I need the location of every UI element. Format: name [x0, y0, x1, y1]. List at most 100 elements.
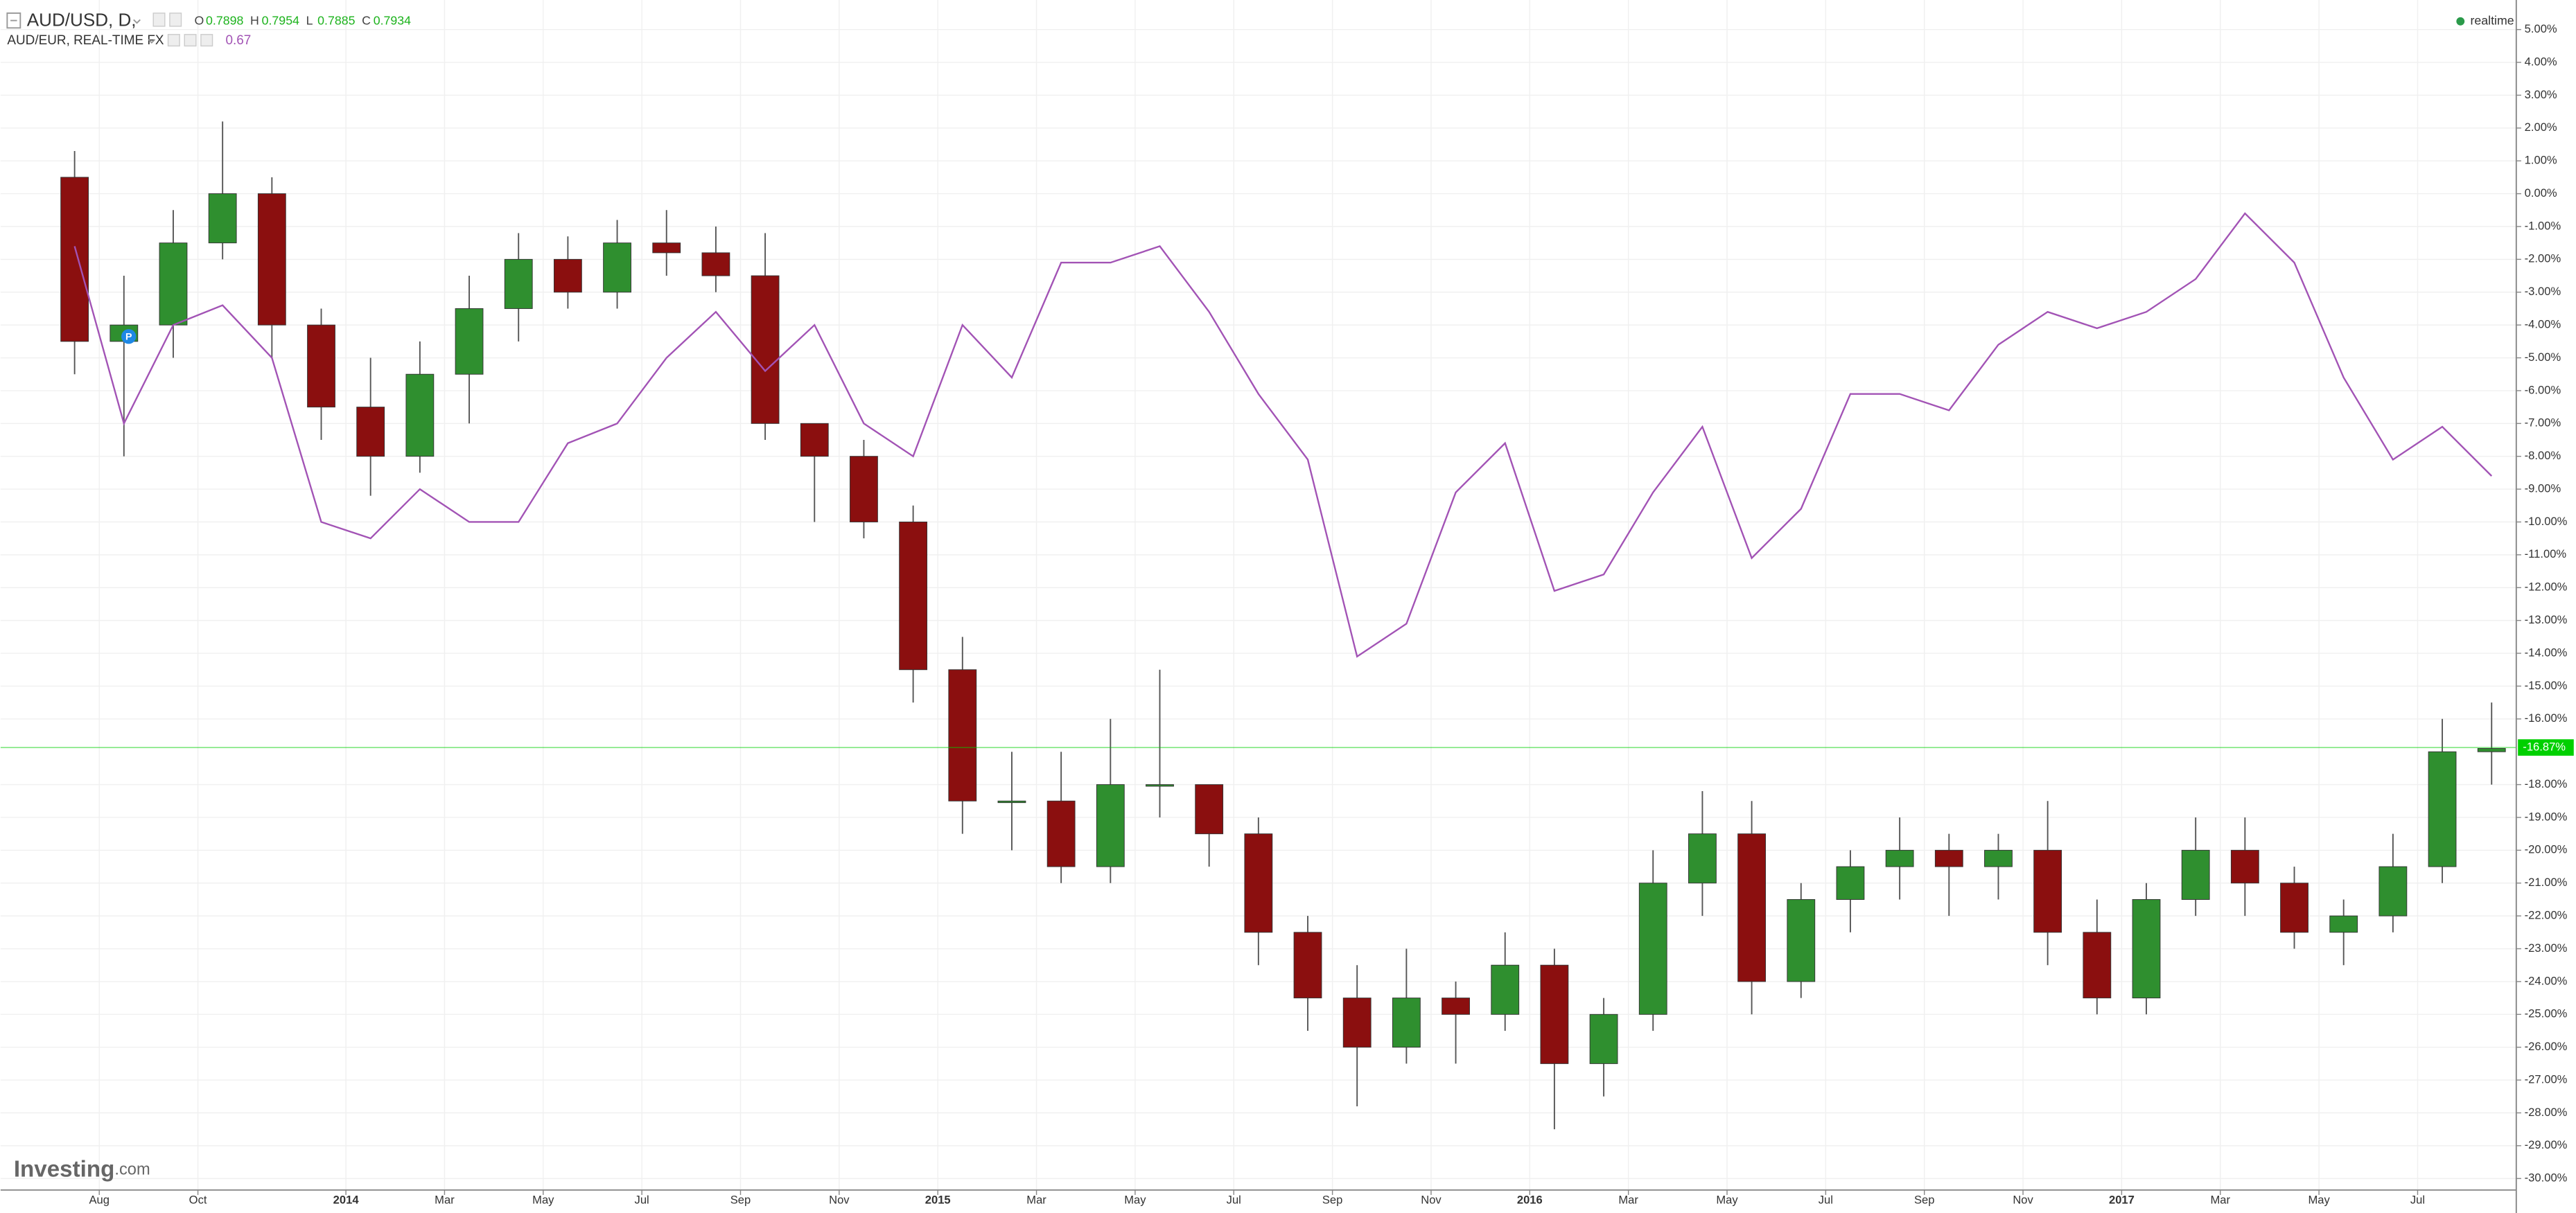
x-tick-label: Sep	[1322, 1194, 1343, 1207]
candle-body	[553, 258, 582, 293]
x-tick-label: Mar	[435, 1194, 455, 1207]
y-tick-label: -11.00%	[2525, 547, 2567, 560]
candle-body	[405, 373, 435, 457]
settings-icon[interactable]	[152, 12, 166, 27]
y-tick-label: -5.00%	[2525, 351, 2561, 364]
compare-value: 0.67	[225, 33, 251, 48]
status-dot	[2456, 17, 2465, 26]
dropdown-arrow[interactable]	[133, 19, 141, 24]
candle-body	[1195, 784, 1224, 835]
y-tick-label: -24.00%	[2525, 974, 2568, 987]
candle-body	[2428, 751, 2457, 867]
collapse-icon[interactable]	[6, 12, 21, 29]
ohlc-value: 0.7954	[262, 13, 299, 27]
candle-body	[1836, 866, 1865, 900]
candle-body	[1934, 849, 1963, 867]
candle-body	[1984, 849, 2013, 867]
y-tick-label: -30.00%	[2525, 1171, 2568, 1185]
candle-body	[603, 242, 631, 293]
candle-body	[2378, 866, 2408, 917]
x-tick-label: May	[532, 1194, 554, 1207]
settings-icon[interactable]	[167, 34, 180, 47]
candle-body	[997, 800, 1026, 804]
y-tick-label: -23.00%	[2525, 941, 2568, 955]
last-price-label: -16.87%	[2523, 740, 2566, 753]
x-tick-label: 2014	[333, 1194, 360, 1207]
hide-icon[interactable]	[169, 12, 182, 27]
y-tick-label: -25.00%	[2525, 1007, 2568, 1020]
x-tick-label: Jul	[635, 1194, 649, 1207]
watermark-suffix: .com	[114, 1161, 150, 1179]
compare-symbol: AUD/EUR, REAL-TIME FX	[7, 33, 164, 48]
event-marker-label: P	[125, 332, 132, 343]
y-tick-label: -29.00%	[2525, 1138, 2568, 1151]
compare-line	[73, 212, 2493, 658]
y-tick-label: -21.00%	[2525, 876, 2568, 889]
x-tick-label: Mar	[1618, 1194, 1638, 1207]
y-tick-label: 0.00%	[2525, 186, 2557, 200]
ohlc-label: O	[194, 13, 204, 27]
y-tick-label: -27.00%	[2525, 1072, 2568, 1086]
x-tick-label: Nov	[2013, 1194, 2033, 1207]
status: realtime	[2470, 13, 2514, 27]
y-tick-label: -20.00%	[2525, 843, 2568, 856]
y-tick-label: -19.00%	[2525, 810, 2568, 823]
candle-body	[356, 407, 385, 457]
watermark: Investing.com	[14, 1156, 150, 1182]
candle-body	[1046, 800, 1076, 867]
candle-body	[751, 275, 780, 424]
candle-body	[899, 522, 928, 671]
candle-body	[208, 193, 237, 244]
ohlc-value: 0.7934	[374, 13, 411, 27]
symbol: AUD/USD, D,	[27, 10, 137, 30]
y-tick-label: -10.00%	[2525, 515, 2568, 528]
remove-icon[interactable]	[200, 34, 213, 47]
y-tick-label: -3.00%	[2525, 285, 2561, 298]
x-tick-label: Nov	[829, 1194, 850, 1207]
event-marker[interactable]	[121, 329, 137, 344]
candle-body	[1737, 833, 1767, 982]
candle-body	[257, 193, 286, 326]
candle-body	[2083, 932, 2112, 999]
y-tick-label: -16.00%	[2525, 711, 2568, 725]
last-price-badge	[2518, 739, 2574, 756]
candle-body	[1342, 998, 1372, 1048]
candle-body	[701, 252, 730, 276]
y-tick-label: -26.00%	[2525, 1040, 2568, 1053]
y-tick-label: -22.00%	[2525, 909, 2568, 922]
candle-body	[948, 669, 977, 802]
x-tick-label: May	[1716, 1194, 1738, 1207]
ohlc-value: 0.7898	[206, 13, 243, 27]
candle-body	[2329, 915, 2358, 933]
x-tick-label: Jul	[1819, 1194, 1833, 1207]
candle-body	[2181, 849, 2210, 900]
y-tick-label: -13.00%	[2525, 613, 2568, 626]
ohlc: O 0.7898 H 0.7954 L 0.7885 C 0.7934	[194, 13, 411, 27]
y-tick-label: -1.00%	[2525, 219, 2561, 232]
candle-body	[1442, 998, 1470, 1015]
y-tick-label: 4.00%	[2525, 55, 2557, 68]
y-tick-label: 2.00%	[2525, 121, 2557, 134]
candle-body	[2230, 849, 2259, 884]
x-tick-label: Mar	[2210, 1194, 2230, 1207]
y-tick-label: -4.00%	[2525, 318, 2561, 331]
candle-body	[1146, 784, 1174, 787]
x-tick-label: Sep	[730, 1194, 751, 1207]
candle-body	[1688, 833, 1717, 884]
y-tick-label: -14.00%	[2525, 646, 2568, 659]
plot	[0, 121, 2516, 1130]
y-tick-label: -18.00%	[2525, 777, 2568, 790]
candle-body	[1392, 998, 1421, 1048]
candle-body	[1589, 1013, 1618, 1064]
x-tick-label: Jul	[2410, 1194, 2425, 1207]
candle-body	[1096, 784, 1125, 867]
dropdown-arrow[interactable]	[148, 39, 156, 44]
candle-body	[455, 308, 484, 375]
axes: 5.00% 4.00% 3.00% 2.00% 1.00% 0.00% -1.00% -2.0…	[89, 22, 2574, 1207]
x-tick-label: 2016	[1517, 1194, 1543, 1207]
candle-body	[800, 423, 829, 457]
ohlc-label: H	[250, 13, 259, 27]
hide-icon[interactable]	[184, 34, 197, 47]
